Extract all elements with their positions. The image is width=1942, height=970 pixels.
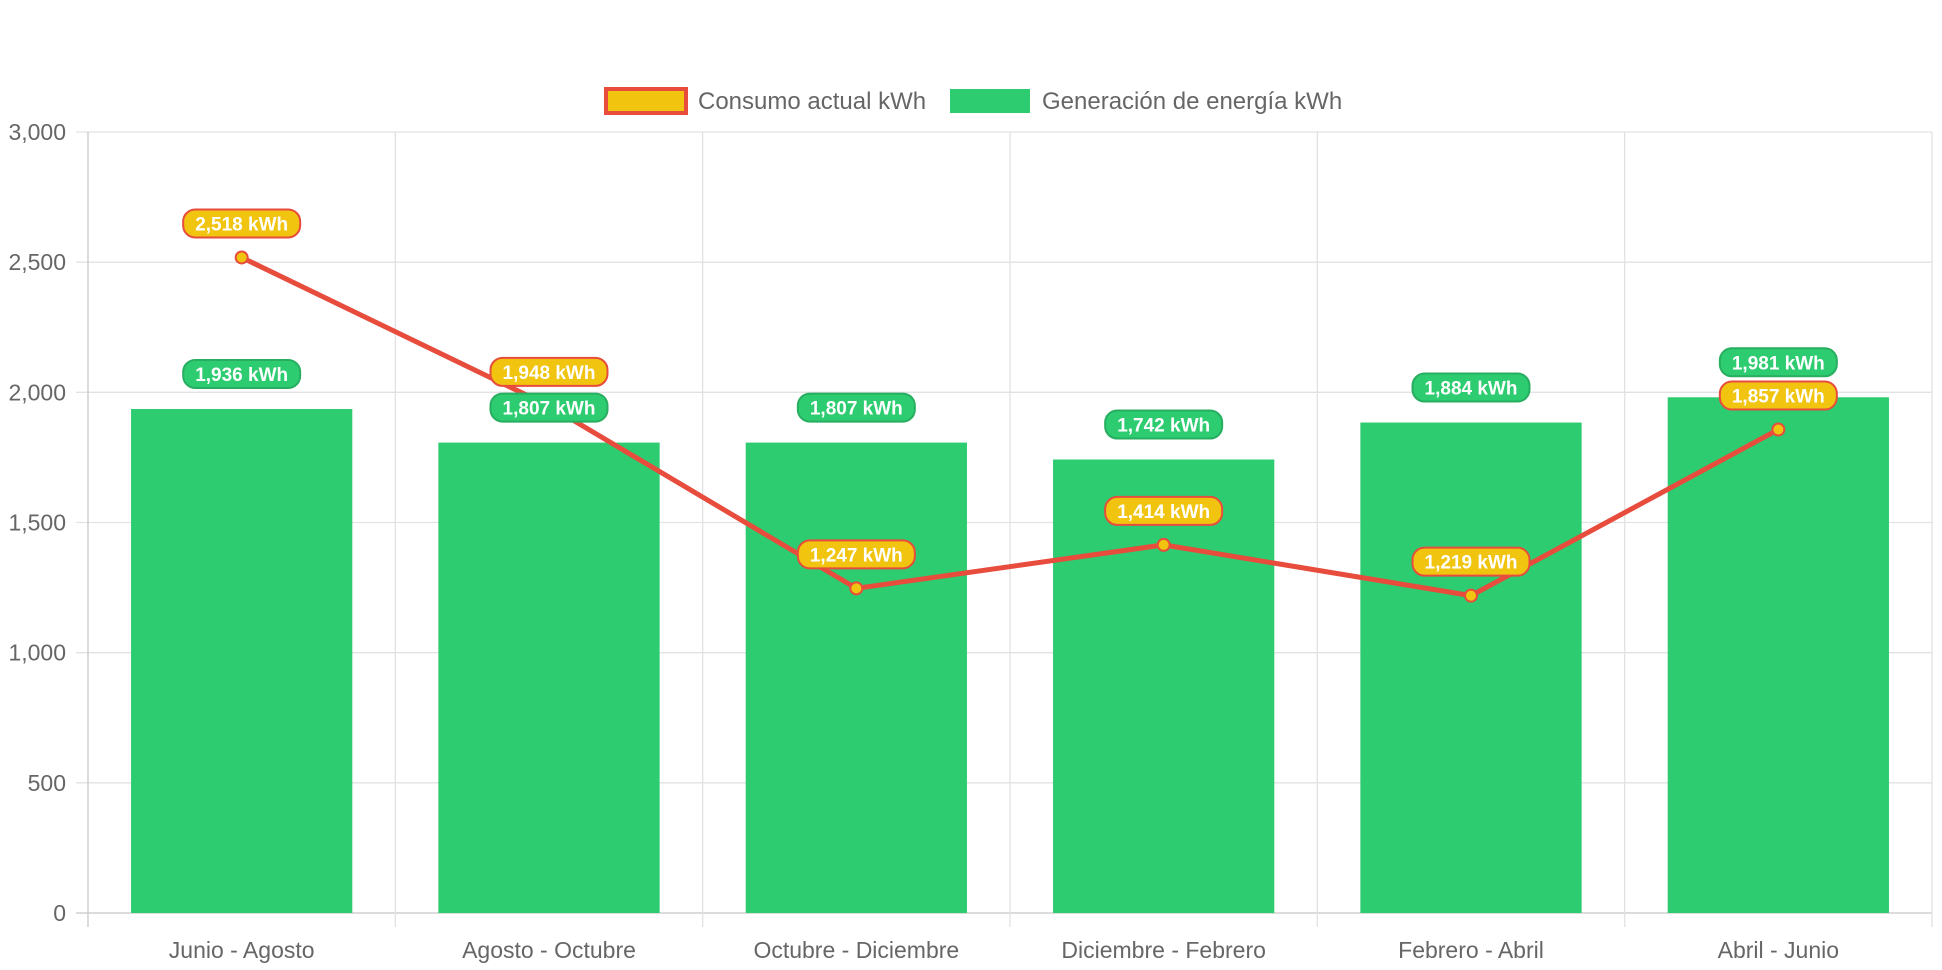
legend-label: Consumo actual kWh xyxy=(698,88,926,115)
line-value-label-text: 2,518 kWh xyxy=(195,214,288,235)
legend-item-generacion[interactable]: Generación de energía kWh xyxy=(950,88,1342,115)
bar-value-label: 1,807 kWh xyxy=(796,392,916,423)
x-axis: Junio - Agosto Agosto - Octubre Octubre - … xyxy=(169,937,1839,963)
y-axis: 0 500 1,000 1,500 2,000 2,500 3,000 xyxy=(8,119,66,926)
x-tick-label: Junio - Agosto xyxy=(169,937,315,963)
line-point[interactable] xyxy=(1156,537,1171,552)
line-point[interactable] xyxy=(234,250,249,265)
line-point[interactable] xyxy=(1464,588,1478,603)
line-value-label-text: 1,857 kWh xyxy=(1732,387,1825,408)
bar-value-label: 1,807 kWh xyxy=(489,392,609,423)
y-tick-label: 0 xyxy=(53,900,66,926)
legend-swatch xyxy=(950,89,1030,113)
bar-value-label-bg xyxy=(1104,409,1224,440)
x-tick-label: Febrero - Abril xyxy=(1398,937,1544,963)
line-value-label-text: 1,247 kWh xyxy=(810,545,903,566)
bar-value-label-bg xyxy=(489,392,609,423)
line-value-label-text: 1,219 kWh xyxy=(1425,553,1518,574)
line-point[interactable] xyxy=(1771,422,1786,437)
x-tick-label: Agosto - Octubre xyxy=(462,937,636,963)
line-value-label-bg xyxy=(489,356,609,387)
line-value-label: 1,857 kWh xyxy=(1718,380,1838,411)
bar-value-label-text: 1,981 kWh xyxy=(1732,353,1825,374)
bar-value-label-text: 1,884 kWh xyxy=(1425,379,1518,400)
y-tick-label: 500 xyxy=(28,770,66,796)
bar-value-label: 1,981 kWh xyxy=(1718,347,1838,378)
x-tick-label: Diciembre - Febrero xyxy=(1061,937,1266,963)
bar[interactable] xyxy=(131,408,353,913)
bar[interactable] xyxy=(1360,422,1582,913)
line-value-label-text: 1,948 kWh xyxy=(503,363,596,384)
bar-value-label-text: 1,936 kWh xyxy=(195,365,288,386)
line-value-label-bg xyxy=(796,539,916,570)
bar-value-label-bg xyxy=(796,392,916,423)
bar-value-label-bg xyxy=(1411,372,1531,403)
legend[interactable]: Consumo actual kWh Generación de energía … xyxy=(604,87,1342,115)
bar[interactable] xyxy=(745,442,967,913)
line-value-label: 2,518 kWh xyxy=(182,208,302,239)
legend-label: Generación de energía kWh xyxy=(1042,88,1342,115)
y-tick-label: 1,500 xyxy=(8,510,66,536)
bar[interactable] xyxy=(438,442,660,913)
bar-value-label-bg xyxy=(1718,347,1838,378)
line-value-label-bg xyxy=(1104,495,1224,526)
grid xyxy=(76,131,1933,927)
bar-value-label: 1,936 kWh xyxy=(182,358,302,389)
y-tick-label: 2,000 xyxy=(8,379,66,405)
bar-value-label-text: 1,807 kWh xyxy=(810,399,903,420)
bar-value-label: 1,884 kWh xyxy=(1411,372,1531,403)
bar-value-label: 1,742 kWh xyxy=(1104,409,1224,440)
bar-value-label-text: 1,807 kWh xyxy=(503,399,596,420)
line-value-label: 1,247 kWh xyxy=(796,539,916,570)
y-tick-label: 1,000 xyxy=(8,640,66,666)
bar-value-label-bg xyxy=(182,358,302,389)
line-value-label-bg xyxy=(1718,380,1838,411)
bar-value-label-text: 1,742 kWh xyxy=(1117,415,1210,436)
bar[interactable] xyxy=(1053,459,1275,913)
legend-item-consumo[interactable]: Consumo actual kWh xyxy=(604,87,926,115)
line-value-label: 1,414 kWh xyxy=(1104,495,1224,526)
line-value-label: 1,219 kWh xyxy=(1411,546,1531,577)
bar[interactable] xyxy=(1667,397,1889,913)
y-tick-label: 2,500 xyxy=(8,249,66,275)
y-tick-label: 3,000 xyxy=(8,119,66,145)
line-value-label-bg xyxy=(1411,546,1531,577)
line-value-label-text: 1,414 kWh xyxy=(1117,502,1210,523)
legend-swatch xyxy=(604,87,688,115)
x-tick-label: Octubre - Diciembre xyxy=(753,937,959,963)
line-value-label-bg xyxy=(182,208,302,239)
bar-series xyxy=(131,397,1889,913)
line-point[interactable] xyxy=(849,581,864,596)
x-tick-label: Abril - Junio xyxy=(1718,937,1839,963)
data-labels: 1,936 kWh 1,807 kWh 1,807 kWh 1,742 kWh 1,88… xyxy=(182,208,1838,577)
line-value-label: 1,948 kWh xyxy=(489,356,609,387)
